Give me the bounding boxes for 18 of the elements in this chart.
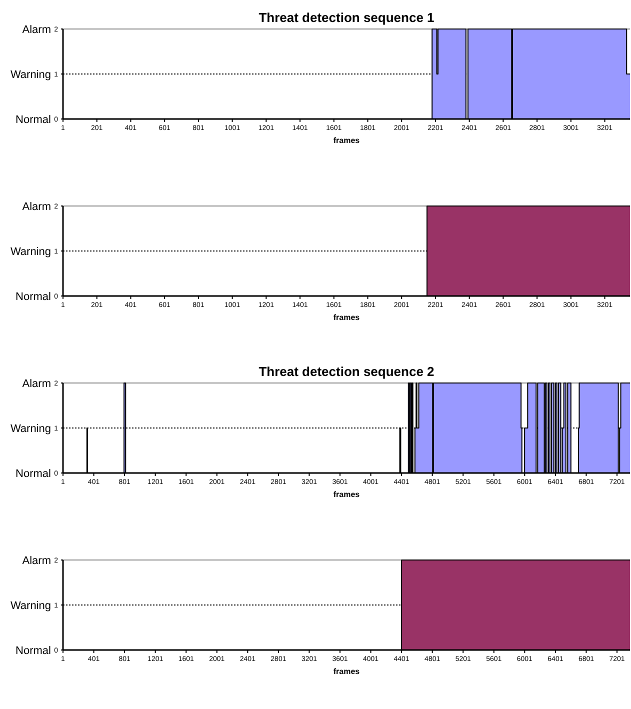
text: Alarm — [22, 24, 51, 36]
text: Normal — [16, 644, 51, 657]
text: Normal — [16, 468, 51, 480]
text: Normal — [16, 114, 51, 126]
text: Alarm — [22, 554, 51, 567]
text: Warning — [10, 246, 51, 258]
text: Normal — [16, 290, 51, 303]
text: Warning — [10, 422, 51, 435]
text: Alarm — [22, 200, 51, 213]
x-axis-title: frames — [333, 490, 360, 499]
text: Warning — [10, 68, 51, 81]
x-axis-title: frames — [333, 313, 360, 322]
chart-title: Threat detection sequence 1 — [258, 10, 434, 25]
text: Alarm — [22, 378, 51, 390]
text: Warning — [10, 600, 51, 612]
x-axis-title: frames — [333, 667, 360, 676]
x-axis-title: frames — [333, 136, 360, 145]
chart-title: Threat detection sequence 2 — [258, 364, 434, 379]
